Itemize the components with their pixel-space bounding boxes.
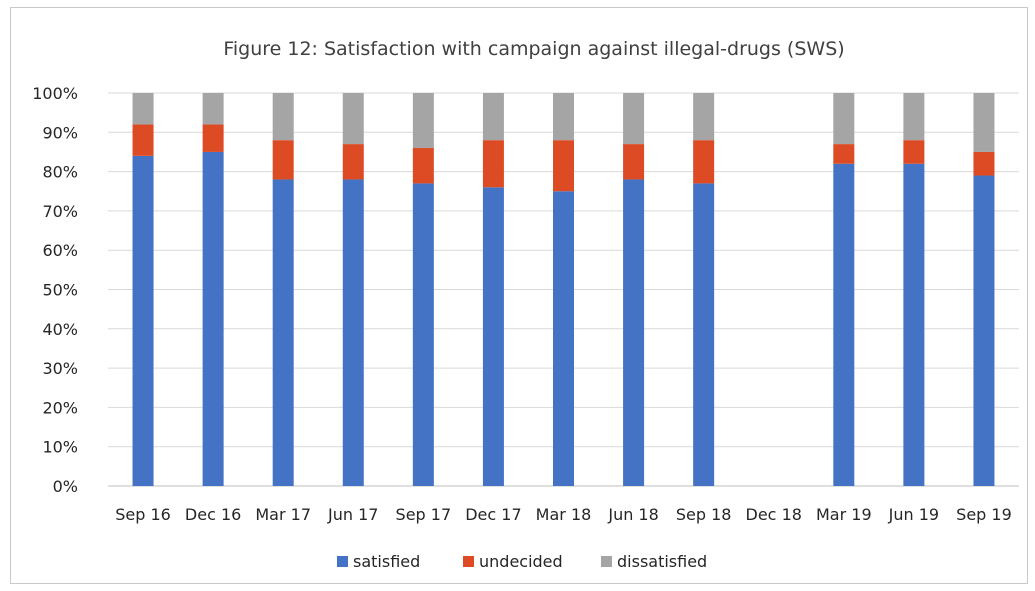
stacked-bar-chart: Figure 12: Satisfaction with campaign ag…: [32, 38, 1019, 571]
x-category-label: Jun 18: [607, 505, 658, 524]
bar-segment-dissatisfied: [272, 93, 294, 141]
bar-segment-dissatisfied: [903, 93, 925, 141]
x-category-label: Mar 17: [255, 505, 311, 524]
bar-segment-undecided: [482, 140, 504, 188]
bar-segment-undecided: [272, 140, 294, 180]
bar-segment-dissatisfied: [132, 93, 154, 125]
bar-segment-dissatisfied: [482, 93, 504, 141]
y-tick-label: 0%: [53, 477, 78, 496]
bar-segment-satisfied: [623, 179, 645, 486]
bar-segment-undecided: [833, 144, 855, 164]
y-tick-label: 90%: [42, 123, 78, 142]
y-tick-label: 100%: [32, 84, 78, 103]
bar-segment-undecided: [202, 124, 224, 152]
legend: satisfied undecided dissatisfied: [337, 552, 707, 571]
legend-swatch-satisfied: [337, 556, 348, 567]
y-tick-label: 60%: [42, 241, 78, 260]
bar-segment-undecided: [132, 124, 154, 156]
bar-segment-dissatisfied: [693, 93, 715, 141]
chart-title: Figure 12: Satisfaction with campaign ag…: [223, 38, 844, 60]
y-tick-label: 40%: [42, 320, 78, 339]
y-tick-label: 50%: [42, 281, 78, 300]
bar-segment-undecided: [903, 140, 925, 164]
bar-segment-satisfied: [342, 179, 364, 486]
bar-segment-undecided: [693, 140, 715, 184]
bar-segment-satisfied: [272, 179, 294, 486]
bar-segment-dissatisfied: [202, 93, 224, 125]
bars: [132, 93, 995, 487]
y-tick-label: 10%: [42, 438, 78, 457]
bar-segment-satisfied: [202, 151, 224, 486]
x-category-label: Jun 19: [888, 505, 939, 524]
bar-segment-satisfied: [412, 183, 434, 486]
x-category-label: Dec 17: [465, 505, 521, 524]
bar-segment-dissatisfied: [623, 93, 645, 145]
bar-segment-satisfied: [482, 187, 504, 486]
x-category-label: Dec 16: [185, 505, 241, 524]
x-category-label: Mar 18: [536, 505, 592, 524]
legend-label-undecided: undecided: [479, 552, 563, 571]
bar-segment-undecided: [412, 148, 434, 184]
bar-segment-satisfied: [132, 155, 154, 486]
bar-segment-dissatisfied: [412, 93, 434, 149]
y-tick-label: 80%: [42, 163, 78, 182]
bar-segment-dissatisfied: [553, 93, 574, 141]
bar-segment-satisfied: [903, 163, 925, 487]
legend-label-dissatisfied: dissatisfied: [617, 552, 707, 571]
x-category-label: Dec 18: [746, 505, 802, 524]
bar-segment-undecided: [553, 140, 574, 192]
x-category-label: Sep 17: [396, 505, 452, 524]
chart-frame: Figure 12: Satisfaction with campaign ag…: [10, 7, 1028, 584]
bar-segment-satisfied: [833, 163, 855, 487]
bar-segment-undecided: [342, 144, 364, 180]
x-category-label: Sep 19: [956, 505, 1012, 524]
bar-segment-undecided: [973, 151, 995, 176]
legend-label-satisfied: satisfied: [353, 552, 420, 571]
bar-segment-satisfied: [693, 183, 715, 486]
bar-segment-satisfied: [973, 175, 995, 486]
legend-swatch-undecided: [463, 556, 474, 567]
x-category-label: Sep 18: [676, 505, 732, 524]
x-category-label: Sep 16: [115, 505, 171, 524]
bar-segment-satisfied: [553, 191, 574, 486]
x-category-label: Jun 17: [327, 505, 378, 524]
x-axis-categories: Sep 16 Dec 16 Mar 17 Jun 17 Sep 17 Dec 17 Mar …: [115, 505, 1012, 524]
y-axis-ticks: 0% 10% 20% 30% 40% 50% 60% 70% 80% 90% 100%: [32, 84, 78, 496]
bar-segment-undecided: [623, 144, 645, 180]
legend-swatch-dissatisfied: [601, 556, 612, 567]
bar-segment-dissatisfied: [342, 93, 364, 145]
x-category-label: Mar 19: [816, 505, 872, 524]
y-tick-label: 20%: [42, 398, 78, 417]
bar-segment-dissatisfied: [833, 93, 855, 145]
y-tick-label: 70%: [42, 202, 78, 221]
bar-segment-dissatisfied: [973, 93, 995, 152]
y-tick-label: 30%: [42, 359, 78, 378]
